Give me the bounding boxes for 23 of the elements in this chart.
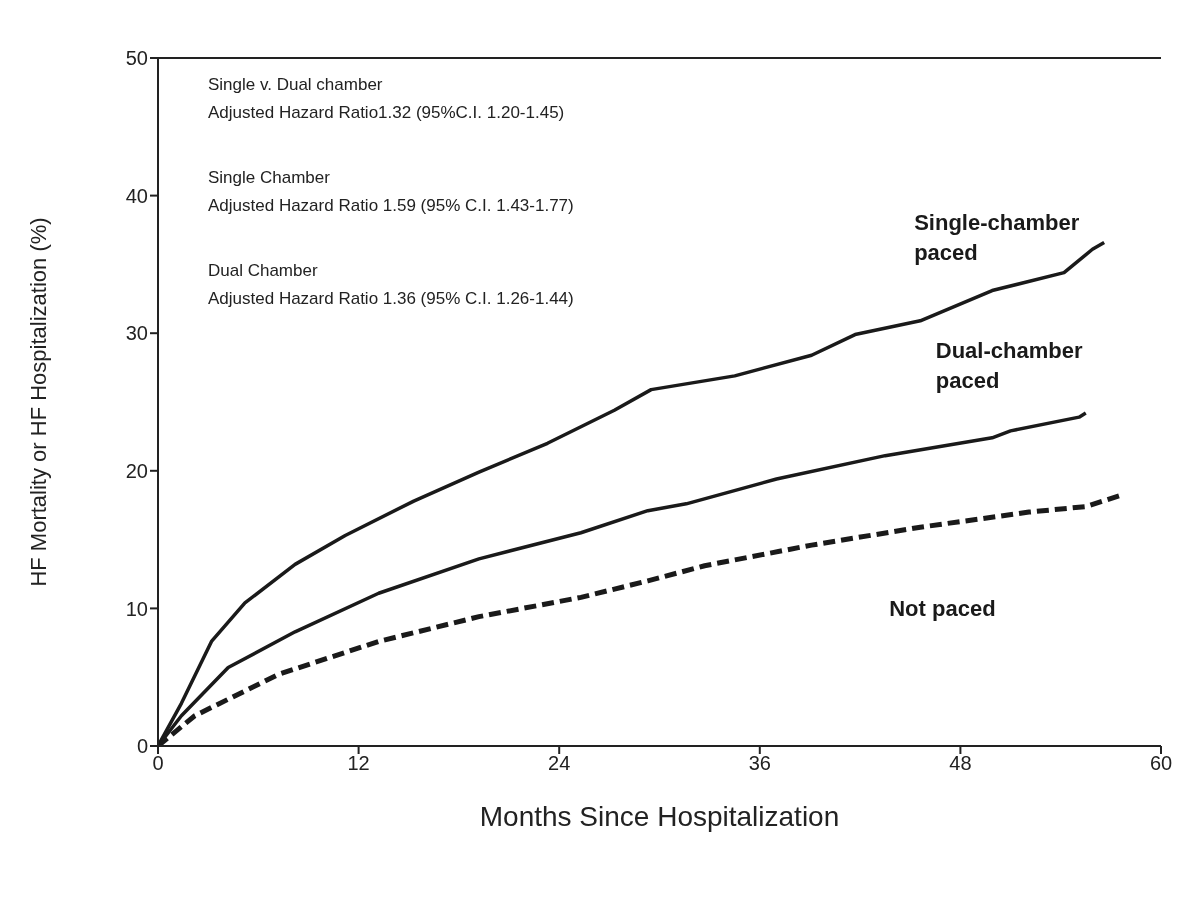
series-label: Single-chamber paced (914, 210, 1080, 266)
y-tick-label: 10 (125, 597, 148, 620)
x-tick-label: 24 (548, 752, 571, 775)
y-tick-label: 0 (136, 735, 148, 758)
y-tick-label: 30 (125, 322, 148, 345)
y-tick-label: 20 (125, 459, 148, 482)
y-axis-title: HF Mortality or HF Hospitalization (%) (25, 217, 51, 587)
annotation: Single v. Dual chamber (208, 75, 383, 94)
annotation: Single Chamber (208, 168, 331, 187)
annotation: Adjusted Hazard Ratio1.32 (95%C.I. 1.20-1.45) (208, 103, 565, 122)
series-label: Dual-chamber paced (935, 338, 1083, 394)
annotation: Dual Chamber (208, 261, 318, 280)
x-tick-label: 0 (152, 752, 164, 775)
annotation: Adjusted Hazard Ratio 1.36 (95% C.I. 1.26-1.44) (208, 289, 574, 308)
y-tick-label: 50 (125, 47, 148, 70)
x-tick-label: 36 (748, 752, 771, 775)
y-tick-label: 40 (125, 184, 148, 207)
x-axis-title: Months Since Hospitalization (479, 801, 840, 832)
annotation: Adjusted Hazard Ratio 1.59 (95% C.I. 1.43-1.77) (208, 196, 574, 215)
x-tick-label: 12 (347, 752, 370, 775)
x-tick-label: 60 (1149, 752, 1173, 775)
x-tick-label: 48 (949, 752, 972, 775)
text: Not paced (889, 596, 996, 622)
